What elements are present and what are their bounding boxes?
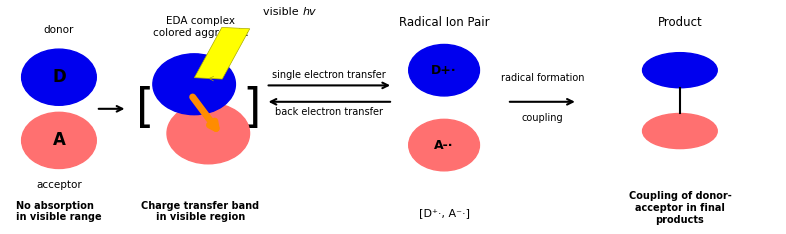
Ellipse shape <box>167 103 250 164</box>
Text: A: A <box>53 132 65 149</box>
Text: hv: hv <box>303 7 316 17</box>
Text: Product: Product <box>658 16 702 29</box>
Text: D+·: D+· <box>432 64 457 77</box>
Text: single electron transfer: single electron transfer <box>273 70 386 80</box>
Text: [: [ <box>136 86 155 131</box>
Text: back electron transfer: back electron transfer <box>275 107 384 117</box>
Ellipse shape <box>643 53 718 88</box>
Ellipse shape <box>409 44 479 96</box>
Polygon shape <box>194 27 250 79</box>
Text: coupling: coupling <box>522 113 563 123</box>
Text: D: D <box>52 68 66 86</box>
Text: visible: visible <box>263 7 303 17</box>
Text: acceptor: acceptor <box>36 180 82 190</box>
Ellipse shape <box>153 54 236 115</box>
Text: No absorption
in visible range: No absorption in visible range <box>17 201 101 222</box>
Ellipse shape <box>21 112 97 168</box>
Ellipse shape <box>643 113 718 149</box>
Text: Coupling of donor-
acceptor in final
products: Coupling of donor- acceptor in final pro… <box>629 191 731 225</box>
Text: donor: donor <box>44 26 74 35</box>
Text: [D⁺·, A⁻·]: [D⁺·, A⁻·] <box>419 208 469 218</box>
Text: Radical Ion Pair: Radical Ion Pair <box>399 16 490 29</box>
Ellipse shape <box>409 119 479 171</box>
Ellipse shape <box>21 49 97 105</box>
Text: EDA complex
colored aggregate: EDA complex colored aggregate <box>152 16 248 38</box>
Text: ]: ] <box>242 86 261 131</box>
Text: radical formation: radical formation <box>501 73 584 83</box>
Text: Charge transfer band
in visible region: Charge transfer band in visible region <box>141 201 259 222</box>
Text: A-·: A-· <box>435 139 454 152</box>
